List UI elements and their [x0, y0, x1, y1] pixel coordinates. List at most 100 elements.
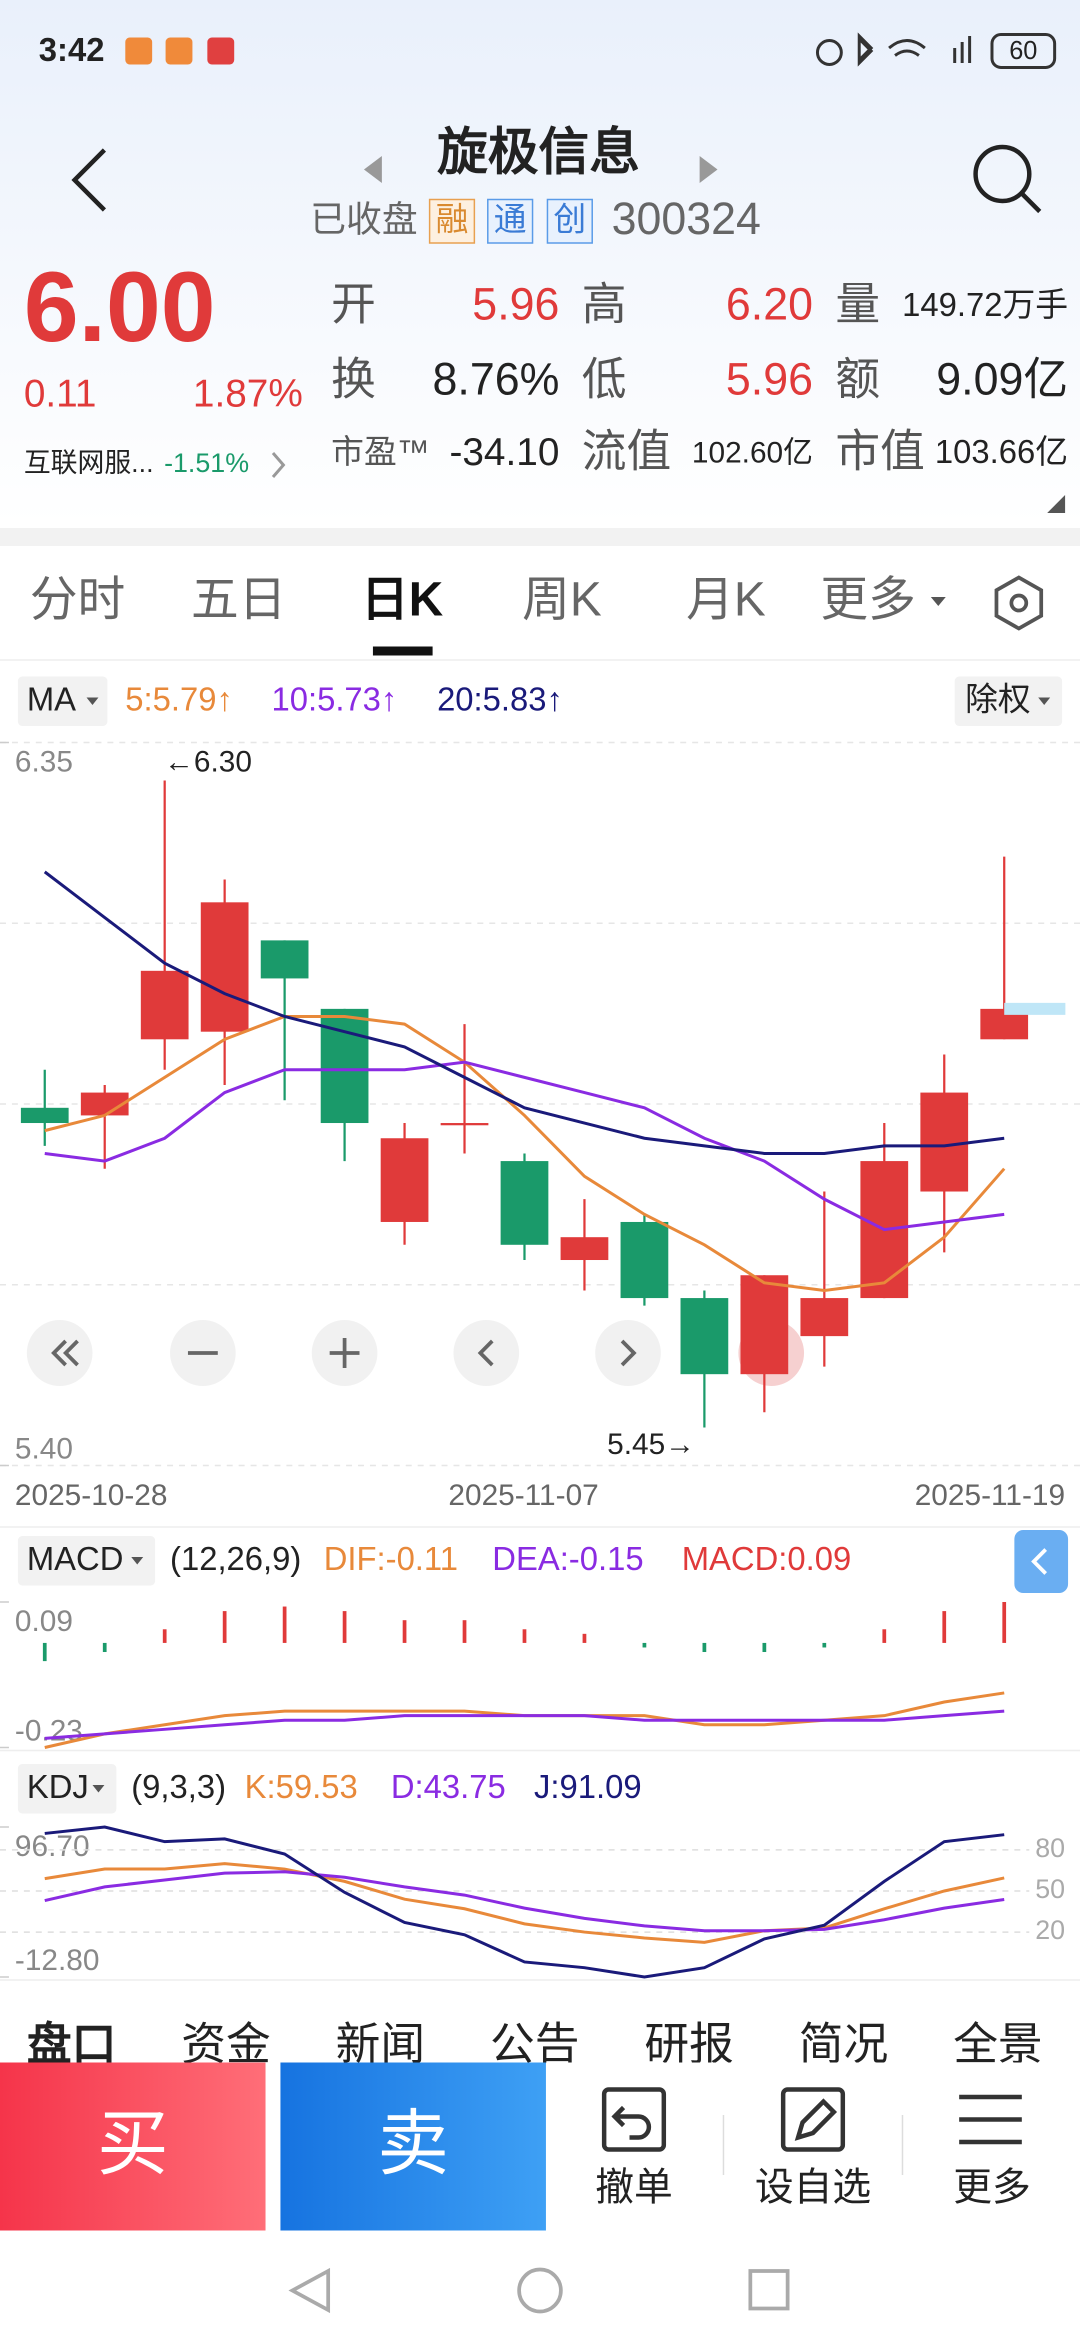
macd-bar: [222, 1611, 227, 1643]
side-tab[interactable]: [1014, 1530, 1069, 1593]
price-change-pct: 1.87%: [193, 372, 303, 415]
field-label: 流值: [582, 425, 671, 476]
chevron: [271, 452, 286, 478]
macd-bar: [342, 1611, 347, 1643]
macd-bar: [162, 1629, 167, 1643]
kdj-legend: K:59.53: [245, 1768, 358, 1805]
action-label[interactable]: 更多: [953, 2166, 1031, 2209]
back-button[interactable]: [71, 148, 107, 212]
sell-label: 卖: [377, 2104, 449, 2184]
date-label: 2025-11-07: [448, 1479, 598, 1512]
indicator-select[interactable]: [17, 676, 108, 727]
tab[interactable]: 更多: [820, 574, 915, 627]
side-tab-arrow: [1031, 1548, 1048, 1575]
action-label[interactable]: 撤单: [595, 2166, 673, 2209]
macd-bar: [1002, 1602, 1007, 1643]
field-label: 开: [331, 278, 376, 329]
indicator-name: MA: [27, 681, 76, 718]
period-tabs: 分时 五日 日K 周K 月K 更多: [30, 574, 946, 627]
macd-name: MACD: [27, 1540, 124, 1577]
search-button[interactable]: [973, 144, 1042, 214]
field-value: 5.96: [726, 353, 813, 404]
y2-tick-label: 50: [1035, 1874, 1065, 1904]
candle-body: [80, 1092, 129, 1116]
macd-select[interactable]: [17, 1536, 156, 1586]
macd-bar: [102, 1642, 107, 1653]
bottom-tab[interactable]: 新闻: [336, 2018, 425, 2069]
bottom-tabs: 盘口 资金 新闻 公告 研报 简况 全景: [27, 2018, 1043, 2069]
prev-stock[interactable]: [363, 156, 382, 183]
ma-line: [44, 1060, 1005, 1232]
tab[interactable]: 日K: [361, 574, 444, 627]
field-value: 149.72万手: [902, 286, 1068, 323]
badge: 通: [494, 201, 527, 238]
bottom-tab[interactable]: 简况: [799, 2018, 888, 2069]
field-value: 9.09亿: [936, 353, 1068, 404]
high-marker: ←6.30: [164, 745, 252, 778]
macd-bar: [42, 1642, 47, 1662]
battery: [990, 33, 1057, 69]
dropdown-arrow: [131, 1557, 144, 1565]
tab[interactable]: 月K: [686, 574, 766, 627]
y2-tick-label: 80: [1035, 1833, 1065, 1863]
buy-button[interactable]: [0, 2062, 266, 2231]
action-icons: [601, 2087, 1022, 2152]
field-value: 5.96: [472, 278, 559, 329]
candle-body: [800, 1298, 849, 1337]
control-button[interactable]: [595, 1320, 661, 1386]
adjust-select[interactable]: [954, 676, 1063, 727]
next-stock[interactable]: [699, 156, 718, 183]
last-price: 6.00: [24, 252, 216, 362]
separator: [0, 528, 1080, 546]
field-label: 市值: [835, 425, 924, 476]
field-value: 102.60亿: [692, 436, 813, 469]
price-change: 0.11: [24, 372, 97, 415]
price-marker: [1004, 1002, 1066, 1015]
action-label[interactable]: 设自选: [755, 2166, 871, 2209]
y-tick-label: 6.35: [15, 745, 73, 778]
tab[interactable]: 分时: [30, 574, 125, 627]
kdj-legend: D:43.75: [391, 1768, 506, 1805]
macd-bar: [702, 1642, 707, 1653]
time: 3:42: [39, 31, 105, 68]
bottom-tab[interactable]: 全景: [953, 2018, 1042, 2069]
expand-corner[interactable]: [1047, 495, 1066, 513]
control-button[interactable]: [453, 1320, 520, 1386]
dropdown-arrow: [1038, 697, 1051, 705]
macd-bar: [882, 1629, 887, 1643]
bottom-tab[interactable]: 资金: [181, 2018, 270, 2069]
bottom-tab[interactable]: 盘口: [27, 2018, 116, 2069]
buy-label: 买: [97, 2104, 169, 2184]
tab[interactable]: 五日: [191, 574, 286, 627]
bottom-tab[interactable]: 公告: [490, 2018, 579, 2069]
y-tick-label: 5.40: [15, 1432, 73, 1465]
kdj-name: KDJ: [27, 1768, 89, 1805]
status-icons: [815, 32, 972, 67]
nav-home[interactable]: [517, 2267, 563, 2314]
tab[interactable]: 周K: [522, 574, 602, 627]
macd-bar: [582, 1633, 587, 1643]
nav-back[interactable]: [288, 2267, 331, 2314]
bottom-tab[interactable]: 研报: [644, 2018, 733, 2069]
macd-legend: MACD:0.09: [682, 1540, 852, 1577]
macd-bar: [942, 1611, 947, 1643]
y-tick-label: 96.70: [15, 1830, 90, 1863]
sell-button[interactable]: [280, 2062, 546, 2231]
kdj-line: [44, 1870, 1005, 1933]
kdj-select[interactable]: [17, 1764, 117, 1814]
settings-icon[interactable]: [994, 575, 1044, 631]
control-button[interactable]: [26, 1320, 93, 1386]
date-label: 2025-11-19: [915, 1479, 1065, 1512]
dropdown-arrow: [92, 1785, 105, 1793]
nav-recent[interactable]: [748, 2269, 790, 2311]
candle-body: [620, 1221, 669, 1299]
sector-name[interactable]: 互联网服...: [24, 448, 154, 478]
kdj-params: (9,3,3): [131, 1768, 226, 1805]
macd-bar: [282, 1606, 287, 1643]
date-label: 2025-10-28: [15, 1479, 168, 1512]
macd-params: (12,26,9): [170, 1540, 301, 1577]
ma-line: [44, 1014, 1006, 1292]
candle-body: [20, 1107, 69, 1124]
